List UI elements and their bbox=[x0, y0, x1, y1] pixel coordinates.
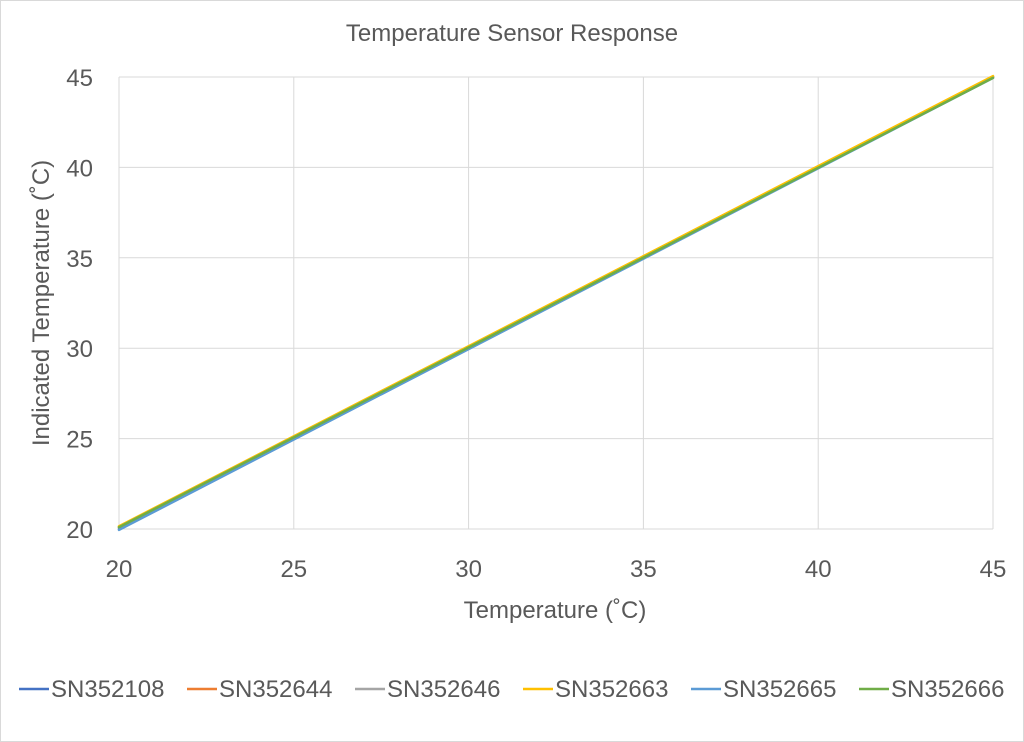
y-axis-title: Indicated Temperature (˚C) bbox=[28, 160, 55, 446]
legend-label: SN352644 bbox=[219, 676, 332, 703]
x-tick-label: 35 bbox=[630, 556, 657, 583]
x-tick-label: 40 bbox=[805, 556, 832, 583]
x-tick-label: 30 bbox=[455, 556, 482, 583]
y-tick-label: 30 bbox=[66, 336, 93, 363]
y-tick-label: 25 bbox=[66, 427, 93, 454]
legend-label: SN352666 bbox=[891, 676, 1004, 703]
legend-label: SN352665 bbox=[723, 676, 836, 703]
legend-label: SN352663 bbox=[555, 676, 668, 703]
legend: SN352108 SN352644 SN352646 SN352663 SN352665… bbox=[19, 676, 1004, 703]
series-lines bbox=[117, 74, 995, 532]
x-tick-label: 20 bbox=[106, 556, 133, 583]
legend-item: SN352644 bbox=[187, 676, 332, 703]
legend-item: SN352663 bbox=[523, 676, 668, 703]
x-axis-title: Temperature (˚C) bbox=[464, 597, 647, 624]
chart-title: Temperature Sensor Response bbox=[346, 20, 678, 47]
legend-item: SN352666 bbox=[859, 676, 1004, 703]
x-tick-label: 45 bbox=[980, 556, 1007, 583]
grid bbox=[118, 76, 994, 530]
series-line-sn352666 bbox=[117, 76, 995, 529]
y-tick-label: 20 bbox=[66, 517, 93, 544]
legend-label: SN352108 bbox=[51, 676, 164, 703]
legend-label: SN352646 bbox=[387, 676, 500, 703]
y-tick-label: 35 bbox=[66, 246, 93, 273]
y-tick-label: 45 bbox=[66, 65, 93, 92]
legend-item: SN352646 bbox=[355, 676, 500, 703]
x-tick-label: 25 bbox=[280, 556, 307, 583]
y-tick-label: 40 bbox=[66, 155, 93, 182]
legend-item: SN352665 bbox=[691, 676, 836, 703]
tick-labels: 20 25 30 35 40 45 20 25 30 35 40 45 bbox=[66, 65, 1006, 583]
legend-item: SN352108 bbox=[19, 676, 164, 703]
